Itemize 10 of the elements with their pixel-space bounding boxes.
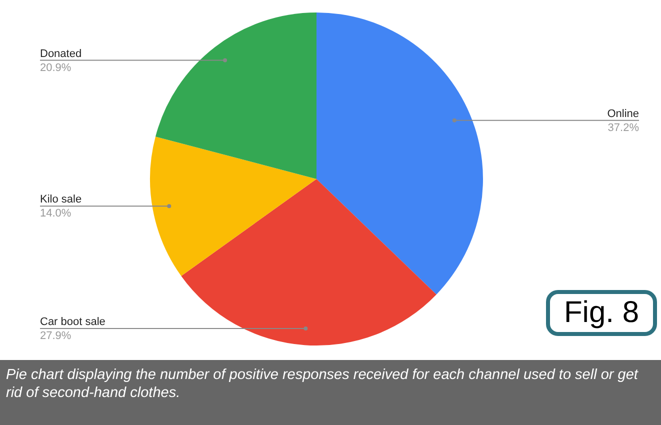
- slice-label: Kilo sale: [40, 194, 82, 206]
- data-label: 14.0%: [40, 208, 72, 220]
- slice-label: Donated: [40, 48, 82, 60]
- slice-label: Car boot sale: [40, 316, 106, 328]
- text: Pie chart displaying the number of positive responses received for each channel used to sell or get rid of second-hand clothes.: [0, 360, 661, 425]
- caption: Fig. 8: [546, 290, 657, 336]
- data-label: 37.2%: [608, 122, 640, 134]
- slice-label: Online: [607, 108, 639, 120]
- data-label: 27.9%: [40, 330, 72, 342]
- data-label: 20.9%: [40, 62, 72, 74]
